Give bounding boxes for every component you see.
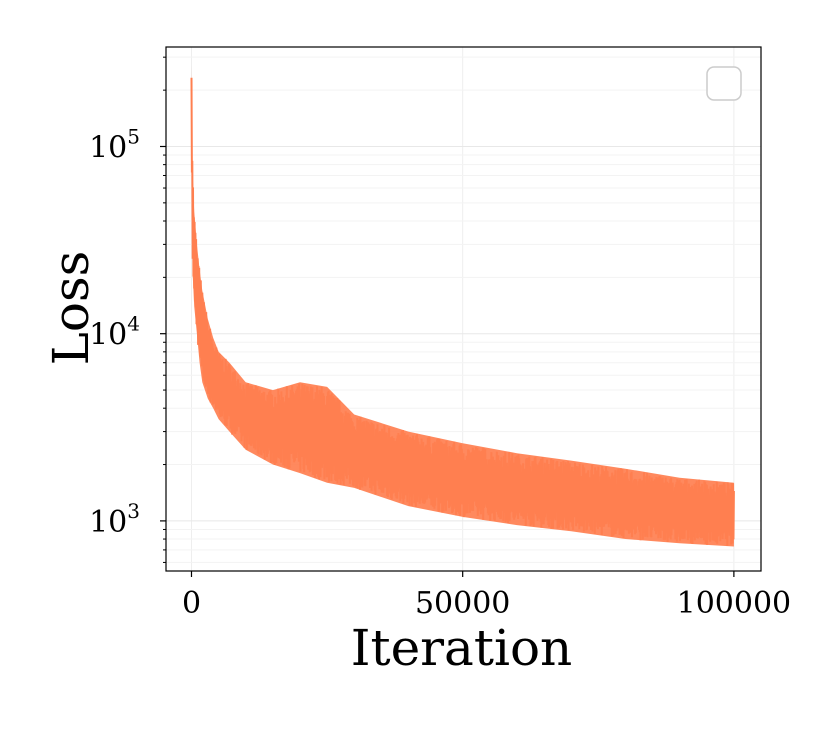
y-tick-exponent: 3 — [127, 499, 140, 523]
plot-frame — [165, 46, 762, 572]
y-tick-label: 105 — [89, 124, 140, 165]
x-axis-title: Iteration — [351, 619, 573, 677]
x-tick-label: 0 — [182, 586, 201, 621]
legend-box — [706, 66, 742, 101]
x-tick-label: 100000 — [677, 586, 792, 621]
loss-series-line — [190, 77, 735, 546]
y-axis-title: Loss — [42, 251, 100, 366]
x-tick-label: 50000 — [415, 586, 510, 621]
y-tick-label: 103 — [89, 499, 140, 540]
y-tick-exponent: 5 — [127, 124, 140, 148]
series-layer — [190, 65, 735, 547]
y-tick-exponent: 4 — [127, 312, 140, 336]
